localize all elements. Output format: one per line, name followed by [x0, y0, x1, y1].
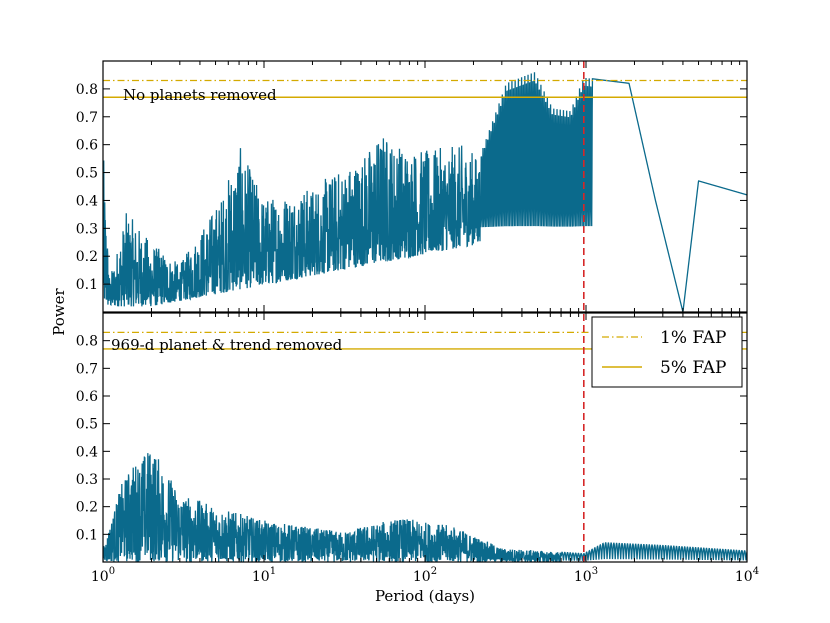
axis-ticks: 100 101 102 103 104 0.1 0.1 0.2 0.2 0.3 0.3 0.4 0.4 0…	[76, 61, 759, 585]
series-line-bottom	[103, 453, 747, 562]
y-tick-label: 0.5	[76, 166, 98, 182]
panel-no-planets-removed: No planets removed	[103, 72, 747, 312]
x-axis-label: Period (days)	[375, 587, 475, 605]
y-tick-label: 0.4	[76, 444, 98, 460]
y-tick-label: 0.1	[76, 527, 98, 543]
y-tick-label: 0.3	[76, 221, 98, 237]
x-tick-label: 100	[91, 566, 115, 585]
legend: 1% FAP 5% FAP	[591, 316, 743, 388]
axes-frame-top	[102, 60, 748, 313]
y-tick-label: 0.2	[76, 500, 98, 516]
x-tick-label: 104	[735, 566, 759, 585]
panel-annotation-top: No planets removed	[123, 86, 277, 104]
y-tick-label: 0.8	[76, 334, 98, 350]
panel-planet-removed: 969-d planet & trend removed	[103, 331, 747, 562]
legend-box	[591, 316, 743, 388]
y-tick-label: 0.8	[76, 82, 98, 98]
y-axis-label: Power	[50, 287, 68, 335]
x-tick-label: 101	[252, 566, 276, 585]
y-tick-label: 0.6	[76, 138, 98, 154]
y-tick-label: 0.4	[76, 193, 98, 209]
x-tick-label: 102	[413, 566, 437, 585]
axes-frame-bottom	[102, 312, 748, 563]
y-tick-label: 0.2	[76, 249, 98, 265]
y-tick-label: 0.6	[76, 389, 98, 405]
y-tick-label: 0.3	[76, 472, 98, 488]
y-tick-label: 0.7	[76, 361, 98, 377]
legend-label-5pct: 5% FAP	[660, 358, 726, 378]
series-line-top	[103, 72, 747, 312]
y-tick-label: 0.5	[76, 417, 98, 433]
y-tick-label: 0.1	[76, 277, 98, 293]
panel-annotation-bottom: 969-d planet & trend removed	[111, 336, 343, 354]
x-tick-label: 103	[574, 566, 598, 585]
y-tick-label: 0.7	[76, 110, 98, 126]
legend-label-1pct: 1% FAP	[660, 328, 726, 348]
